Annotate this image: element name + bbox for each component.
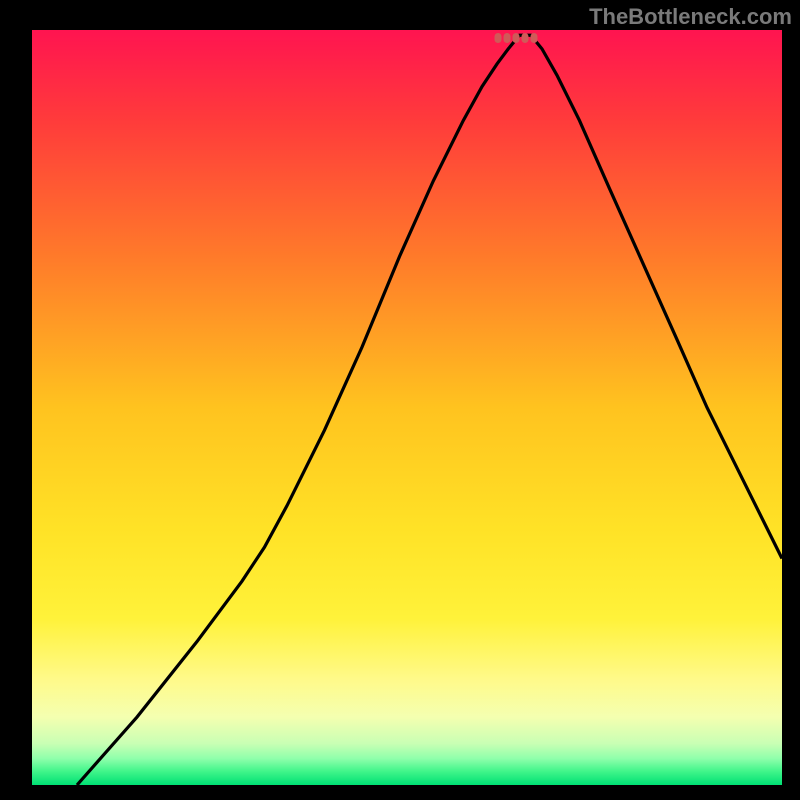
minimum-marker [530, 33, 537, 43]
minimum-marker-cluster [494, 33, 537, 43]
minimum-marker [512, 33, 519, 43]
plot-area [32, 30, 782, 785]
minimum-marker [494, 33, 501, 43]
chart-container: TheBottleneck.com [0, 0, 800, 800]
minimum-marker [521, 33, 528, 43]
minimum-marker [503, 33, 510, 43]
bottleneck-curve [32, 30, 782, 785]
watermark-text: TheBottleneck.com [589, 4, 792, 30]
curve-path [77, 35, 782, 785]
